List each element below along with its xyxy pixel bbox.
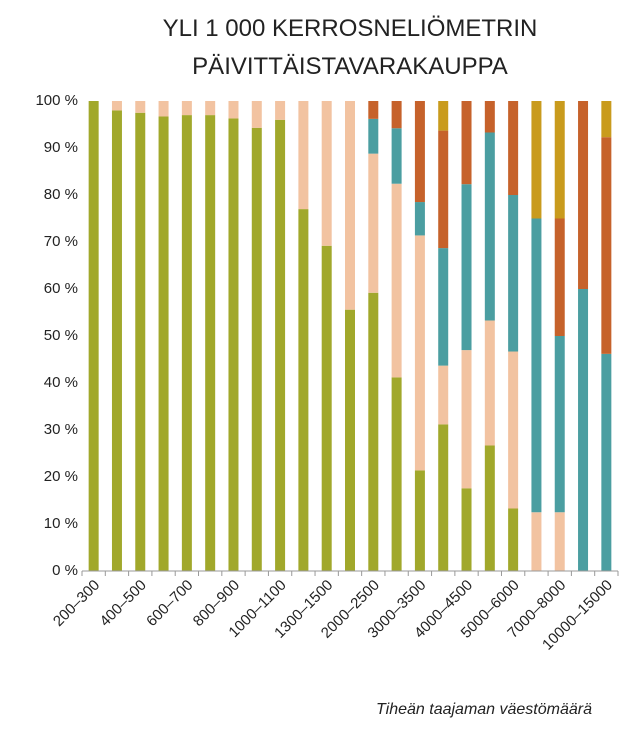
bar-segment	[345, 101, 355, 310]
y-tick-label: 40 %	[44, 374, 78, 391]
bar-segment	[414, 235, 425, 471]
bar-segment	[251, 101, 262, 128]
bar-segment	[438, 365, 449, 425]
bar-segment	[228, 118, 239, 571]
bar-segment	[554, 218, 565, 336]
bar-segment	[158, 116, 169, 571]
bar-segment	[391, 377, 402, 571]
bar-segment	[578, 101, 589, 289]
bar-segment	[438, 248, 449, 366]
bar-segment	[368, 292, 379, 571]
bar-segment	[531, 512, 542, 571]
bar-segment	[414, 202, 425, 236]
x-axis-label: Tiheän taajaman väestömäärä	[376, 701, 592, 718]
bar-segment	[414, 101, 425, 203]
bar-segment	[461, 488, 472, 571]
y-tick-label: 30 %	[44, 421, 78, 438]
bar-segment	[275, 119, 286, 572]
bar-segment	[321, 101, 332, 246]
bar-segment	[461, 184, 472, 351]
bar-segment	[554, 336, 565, 513]
bar-segment	[601, 137, 612, 354]
bar-segment	[531, 101, 542, 219]
bar-segment	[461, 350, 472, 489]
bar-segment	[414, 470, 425, 571]
bar-segment	[88, 101, 99, 571]
bar-segment	[111, 110, 122, 572]
x-tick-label: 200–300	[50, 577, 103, 630]
bar-segment	[111, 101, 122, 111]
y-tick-label: 10 %	[44, 515, 78, 532]
bar-segment	[205, 115, 216, 571]
bar-segment	[554, 512, 565, 571]
bar-segment	[181, 115, 192, 571]
bar-segment	[391, 101, 402, 129]
bar-segment	[345, 309, 355, 571]
bar-segment	[368, 101, 379, 119]
bar-segment	[321, 245, 332, 571]
bar-segment	[578, 289, 589, 571]
y-tick-label: 20 %	[44, 468, 78, 485]
bar-segment	[391, 128, 402, 184]
bar-segment	[135, 112, 146, 571]
y-tick-label: 0 %	[52, 562, 78, 579]
bar-segment	[601, 101, 612, 138]
bar-segment	[508, 508, 519, 571]
bar-segment	[438, 130, 449, 249]
bar-segment	[484, 320, 495, 446]
y-tick-label: 90 %	[44, 139, 78, 156]
bar-segment	[135, 101, 146, 113]
bar-segment	[508, 195, 519, 352]
bar-segment	[554, 101, 565, 219]
bar-segment	[484, 445, 495, 571]
bar-segment	[368, 118, 379, 154]
bar-segment	[438, 424, 449, 571]
bar-segment	[275, 101, 286, 120]
bar-segment	[205, 101, 216, 116]
bar-segment	[181, 101, 192, 116]
bar-segment	[391, 183, 402, 378]
bar-segment	[508, 101, 519, 195]
bar-segment	[368, 153, 379, 293]
bar-segment	[298, 209, 309, 571]
x-tick-label: 400–500	[97, 577, 150, 630]
y-tick-label: 100 %	[35, 92, 78, 109]
bar-segment	[531, 218, 542, 513]
bar-segment	[484, 101, 495, 133]
bar-segment	[461, 101, 472, 185]
bar-segment	[438, 101, 449, 131]
y-tick-label: 80 %	[44, 186, 78, 203]
chart-title: YLI 1 000 KERROSNELIÖMETRIN	[163, 15, 538, 42]
bar-segment	[158, 101, 169, 117]
bar-segment	[298, 101, 309, 210]
bar-segment	[601, 353, 612, 571]
bar-segment	[251, 127, 262, 571]
bar-segment	[228, 101, 239, 119]
x-tick-label: 600–700	[143, 577, 196, 630]
y-tick-label: 70 %	[44, 233, 78, 250]
bar-segment	[508, 351, 519, 509]
chart-title: PÄIVITTÄISTAVARAKAUPPA	[192, 53, 508, 80]
y-tick-label: 50 %	[44, 327, 78, 344]
bar-segment	[484, 132, 495, 321]
y-tick-label: 60 %	[44, 280, 78, 297]
